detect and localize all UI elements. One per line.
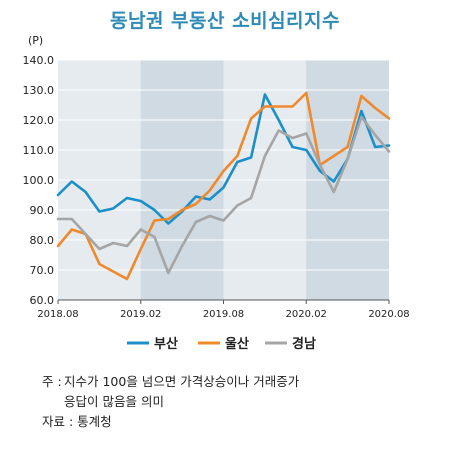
note-text: 지수가 100을 넘으면 가격상승이나 거래증가 [64, 374, 300, 389]
series-line [56, 93, 391, 225]
y-unit-label: (P) [28, 34, 43, 47]
source-row: 자료 : 통계청 [42, 412, 442, 432]
legend-label: 부산 [154, 336, 178, 352]
page-title: 동남권 부동산 소비심리지수 [110, 10, 340, 32]
x-tick-label: 2018.08 [37, 309, 78, 320]
legend-label: 울산 [225, 336, 249, 352]
note-text-continued: 응답이 많음을 의미 [64, 394, 164, 409]
note-prefix: 주 : [42, 374, 62, 389]
x-tick-label: 2020.08 [368, 309, 409, 320]
source-text: 통계청 [77, 414, 112, 429]
line-chart: 60.0 70.0 80.0 90.0 100.0 110.0 120.0 130.0 140.… [23, 34, 410, 352]
series-line [56, 115, 391, 275]
source-prefix: 자료 : [42, 414, 74, 429]
footnotes: 주 : 지수가 100을 넘으면 가격상승이나 거래증가 응답이 많음을 의미 … [42, 372, 442, 432]
y-tick-label: 140.0 [23, 54, 55, 67]
note-row: 주 : 지수가 100을 넘으면 가격상승이나 거래증가 [42, 372, 442, 392]
y-tick-label: 100.0 [23, 174, 55, 187]
x-tick-label: 2019.02 [120, 309, 161, 320]
y-tick-label: 80.0 [30, 234, 55, 247]
y-tick-label: 120.0 [23, 114, 55, 127]
x-tick-label: 2019.08 [203, 309, 244, 320]
y-tick-label: 90.0 [30, 204, 55, 217]
y-tick-label: 60.0 [30, 294, 55, 307]
x-tick-label: 2020.02 [286, 309, 327, 320]
series-line [56, 91, 391, 281]
y-tick-label: 70.0 [30, 264, 55, 277]
legend-label: 경남 [292, 336, 316, 352]
y-tick-label: 130.0 [23, 84, 55, 97]
y-tick-label: 110.0 [23, 144, 55, 157]
note-row: 응답이 많음을 의미 [42, 392, 442, 412]
